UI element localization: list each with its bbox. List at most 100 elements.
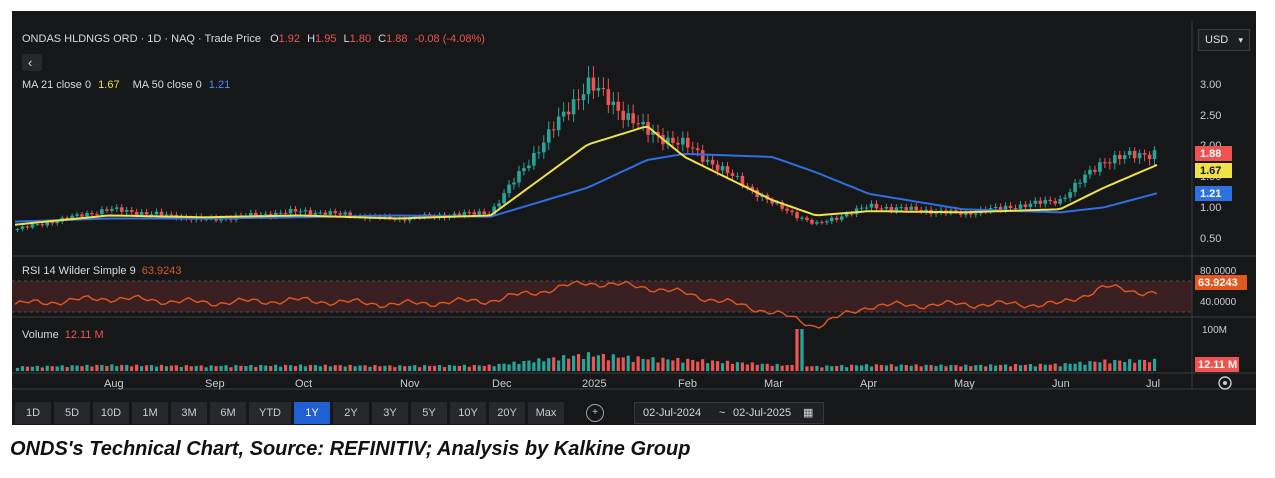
volume-bar xyxy=(621,357,625,371)
range-button-1y[interactable]: 1Y xyxy=(294,402,330,424)
range-button-1m[interactable]: 1M xyxy=(132,402,168,424)
date-range-picker[interactable]: 02-Jul-2024 ~ 02-Jul-2025 ▦ xyxy=(634,402,824,424)
candle-body xyxy=(839,216,844,220)
time-label-sep: Sep xyxy=(205,378,225,390)
volume-bar xyxy=(949,365,953,371)
candle-body xyxy=(30,224,35,228)
candle-body xyxy=(1147,154,1152,159)
time-label-aug: Aug xyxy=(104,378,124,390)
range-button-6m[interactable]: 6M xyxy=(210,402,246,424)
volume-bar xyxy=(199,365,203,371)
settings-icon[interactable] xyxy=(1218,376,1232,390)
range-settings-icon[interactable]: + xyxy=(586,404,604,422)
volume-bar xyxy=(65,367,69,371)
volume-bar xyxy=(393,367,397,371)
volume-bar xyxy=(1128,359,1132,371)
volume-bar xyxy=(174,365,178,371)
volume-bar xyxy=(576,354,581,371)
collapse-legend-icon[interactable]: ‹ xyxy=(28,55,32,70)
volume-bar xyxy=(869,366,874,371)
candle-body xyxy=(1108,162,1112,164)
candle-body xyxy=(80,214,84,217)
candle-body xyxy=(810,219,814,224)
header-line: ONDAS HLDNGS ORD · 1D · NAQ · Trade Pric… xyxy=(22,33,485,45)
candle-body xyxy=(601,87,606,90)
range-button-3y[interactable]: 3Y xyxy=(372,402,408,424)
volume-bar xyxy=(159,364,164,371)
volume-bar xyxy=(989,364,993,371)
candle-body xyxy=(482,211,487,215)
candle-body xyxy=(576,99,581,101)
range-button-10y[interactable]: 10Y xyxy=(450,402,486,424)
volume-bar xyxy=(274,364,278,371)
volume-bar xyxy=(974,365,978,371)
range-button-20y[interactable]: 20Y xyxy=(489,402,525,424)
candle-body xyxy=(651,131,655,135)
date-to[interactable]: 02-Jul-2025 xyxy=(733,407,792,419)
volume-bar xyxy=(512,361,516,371)
calendar-icon[interactable]: ▦ xyxy=(803,407,814,419)
volume-bar xyxy=(552,357,556,371)
date-from[interactable]: 02-Jul-2024 xyxy=(643,407,702,419)
volume-bar xyxy=(810,366,814,371)
volume-bar xyxy=(50,366,54,371)
range-button-3m[interactable]: 3M xyxy=(171,402,207,424)
candle-body xyxy=(537,152,541,154)
candle-body xyxy=(457,213,462,216)
rsi-line xyxy=(14,280,1158,329)
range-button-10d[interactable]: 10D xyxy=(93,402,129,424)
volume-bar xyxy=(427,365,432,371)
candle-body xyxy=(790,210,794,213)
volume-bar xyxy=(750,362,754,371)
candle-body xyxy=(591,77,596,91)
volume-bar xyxy=(522,361,526,371)
range-button-5d[interactable]: 5D xyxy=(54,402,90,424)
candle-body xyxy=(114,207,119,209)
candle-body xyxy=(388,215,392,219)
time-label-mar: Mar xyxy=(764,378,783,390)
volume-bar xyxy=(740,362,745,371)
volume-bar xyxy=(1028,364,1032,371)
volume-bar xyxy=(770,365,774,371)
range-button-5y[interactable]: 5Y xyxy=(411,402,447,424)
range-button-1d[interactable]: 1D xyxy=(15,402,51,424)
candle-body xyxy=(124,210,129,212)
volume-bar xyxy=(30,366,34,371)
currency-select[interactable]: USD ▾ xyxy=(1198,29,1250,51)
volume-bar xyxy=(641,358,645,371)
volume-bar xyxy=(998,364,1003,371)
volume-bar xyxy=(994,365,998,371)
volume-bar xyxy=(1063,363,1067,371)
candle-body xyxy=(616,101,621,111)
candle-body xyxy=(829,217,834,222)
volume-bar xyxy=(244,366,248,371)
candle-body xyxy=(785,208,789,211)
candle-body xyxy=(472,212,477,215)
candle-body xyxy=(869,203,874,208)
volume-bar xyxy=(661,357,665,371)
volume-bar xyxy=(487,364,491,371)
candle-body xyxy=(522,168,526,172)
candle-body xyxy=(1048,199,1053,202)
last-price-badge xyxy=(1195,146,1232,161)
range-button-max[interactable]: Max xyxy=(528,402,564,424)
candle-body xyxy=(685,137,690,148)
candle-body xyxy=(293,208,298,212)
candle-body xyxy=(551,129,556,131)
candle-body xyxy=(914,206,918,211)
collapse-legend-button[interactable] xyxy=(22,54,42,71)
volume-bar xyxy=(1013,364,1018,371)
volume-bar xyxy=(110,364,114,371)
volume-bar xyxy=(785,365,789,371)
candle-body xyxy=(497,203,501,207)
volume-bar xyxy=(368,366,372,371)
volume-bar xyxy=(651,357,655,371)
time-label-jun: Jun xyxy=(1052,378,1070,390)
range-button-ytd[interactable]: YTD xyxy=(249,402,291,424)
candle-body xyxy=(844,213,849,217)
candle-body xyxy=(820,222,824,224)
volume-bar xyxy=(631,361,635,371)
range-button-2y[interactable]: 2Y xyxy=(333,402,369,424)
candle-body xyxy=(1078,182,1082,184)
candle-body xyxy=(323,212,328,215)
